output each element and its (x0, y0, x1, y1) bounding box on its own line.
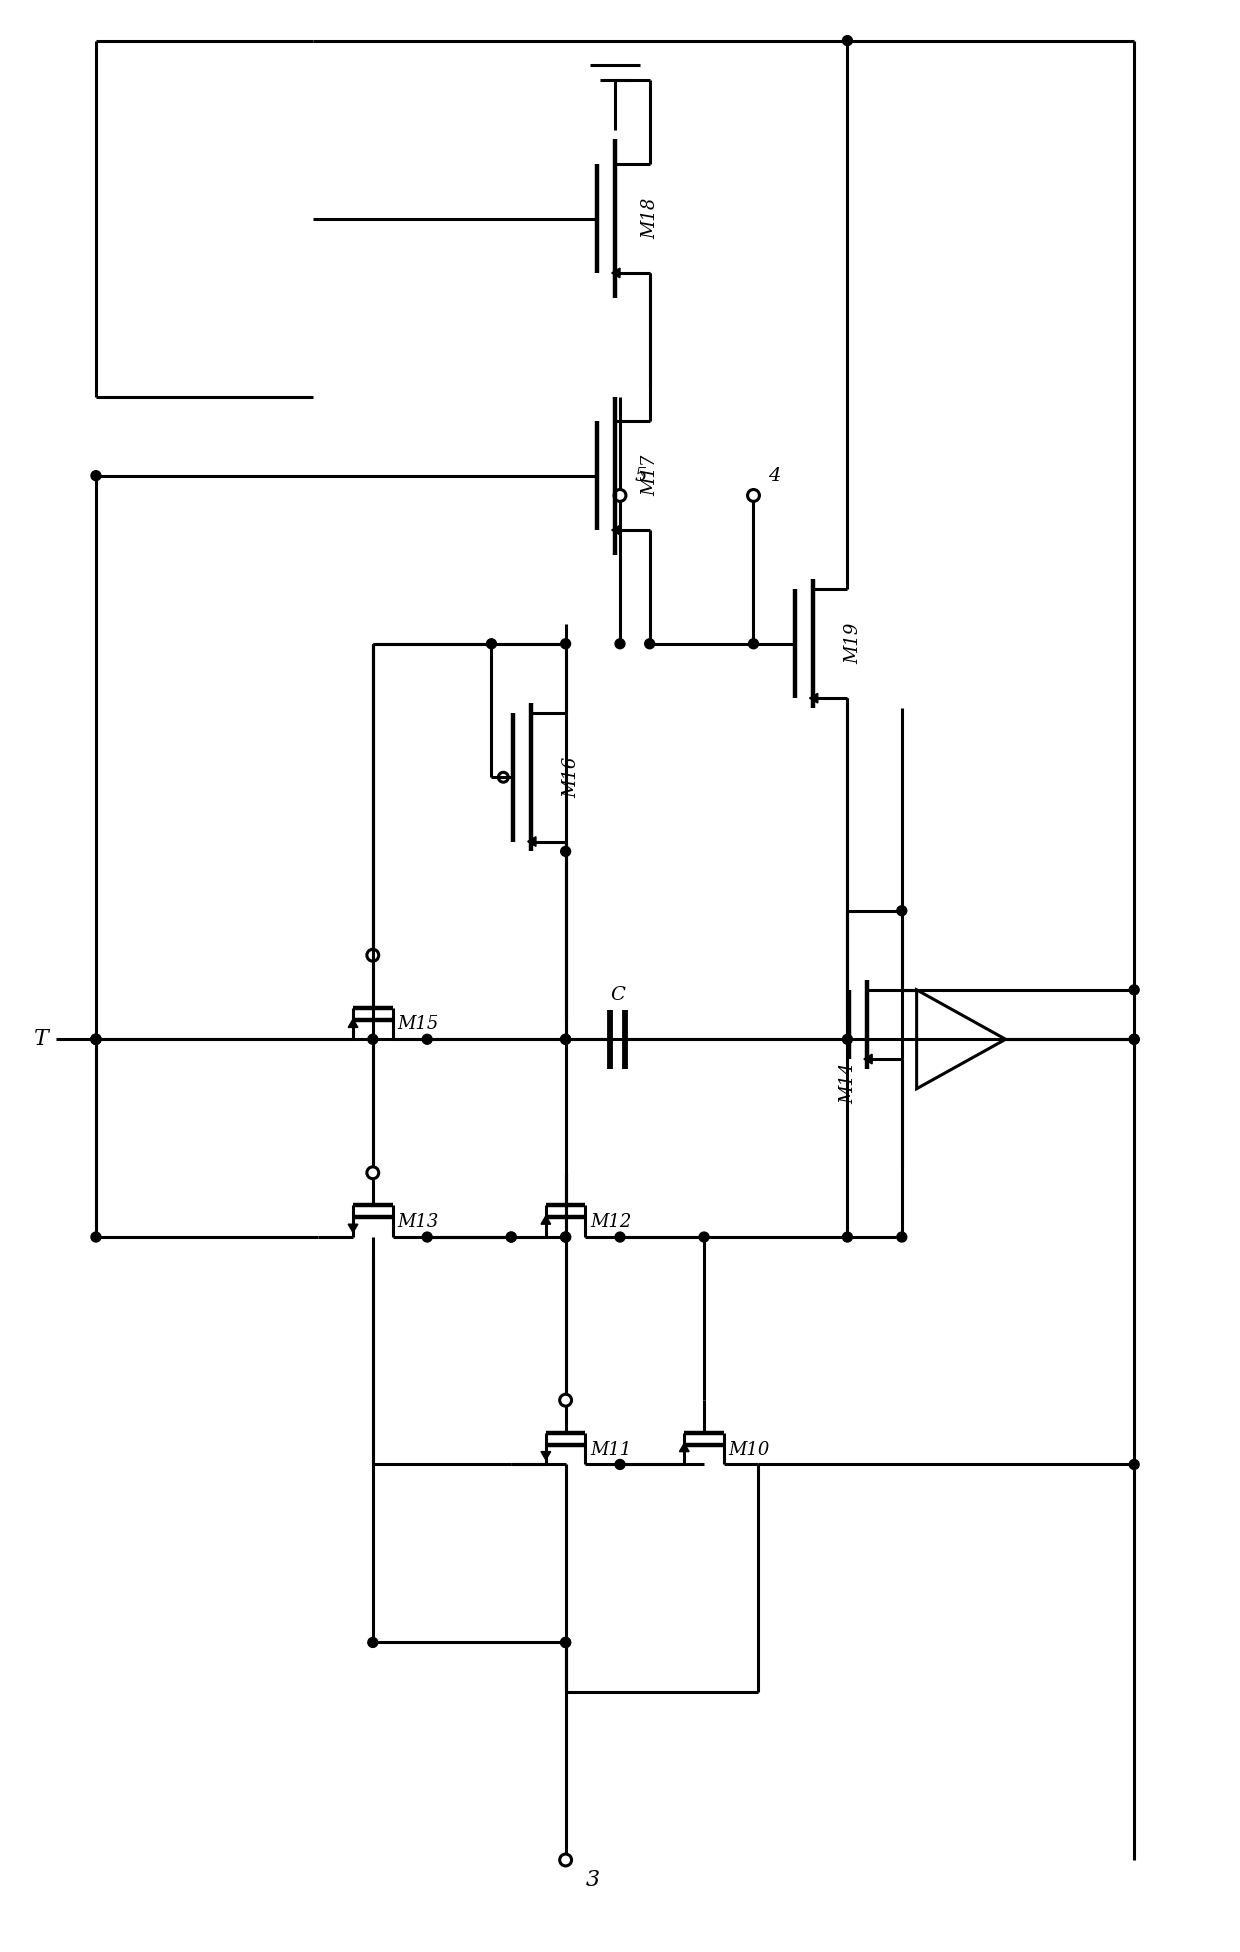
Text: T: T (35, 1029, 50, 1050)
Polygon shape (541, 1216, 551, 1224)
Circle shape (699, 1232, 709, 1241)
Text: M18: M18 (641, 197, 660, 240)
Circle shape (1130, 986, 1140, 996)
Circle shape (1130, 1035, 1140, 1044)
Circle shape (560, 1638, 570, 1647)
Circle shape (423, 1035, 432, 1044)
Circle shape (560, 1638, 570, 1647)
Polygon shape (680, 1443, 689, 1452)
Circle shape (842, 1232, 852, 1241)
Circle shape (1130, 1460, 1140, 1470)
Circle shape (842, 35, 852, 45)
Polygon shape (611, 267, 620, 277)
Text: M17: M17 (641, 455, 660, 496)
Circle shape (91, 1035, 100, 1044)
Circle shape (91, 1035, 100, 1044)
Text: 3: 3 (585, 1868, 599, 1891)
Circle shape (560, 1232, 570, 1241)
Circle shape (560, 847, 570, 857)
Text: M19: M19 (844, 623, 862, 664)
Text: 4: 4 (769, 467, 781, 484)
Polygon shape (541, 1452, 551, 1460)
Circle shape (560, 1035, 570, 1044)
Polygon shape (348, 1224, 358, 1232)
Polygon shape (348, 1019, 358, 1027)
Circle shape (506, 1232, 516, 1241)
Circle shape (91, 1232, 100, 1241)
Circle shape (615, 1460, 625, 1470)
Text: M16: M16 (563, 757, 580, 798)
Circle shape (560, 1232, 570, 1241)
Polygon shape (810, 693, 817, 703)
Polygon shape (864, 1054, 872, 1064)
Text: M15: M15 (398, 1015, 439, 1033)
Circle shape (560, 638, 570, 648)
Circle shape (91, 470, 100, 480)
Text: M12: M12 (590, 1214, 631, 1232)
Circle shape (749, 638, 759, 648)
Circle shape (91, 1035, 100, 1044)
Circle shape (842, 1035, 852, 1044)
Polygon shape (528, 837, 536, 847)
Text: M11: M11 (590, 1441, 631, 1458)
Circle shape (423, 1232, 432, 1241)
Circle shape (368, 1035, 378, 1044)
Circle shape (615, 1232, 625, 1241)
Circle shape (91, 1035, 100, 1044)
Text: M10: M10 (729, 1441, 770, 1458)
Circle shape (897, 906, 906, 915)
Circle shape (897, 1232, 906, 1241)
Text: M14: M14 (839, 1064, 857, 1105)
Text: 5: 5 (635, 467, 647, 484)
Text: M13: M13 (398, 1214, 439, 1232)
Text: C: C (610, 986, 625, 1003)
Circle shape (645, 638, 655, 648)
Circle shape (615, 638, 625, 648)
Circle shape (506, 1232, 516, 1241)
Circle shape (560, 1035, 570, 1044)
Circle shape (486, 638, 496, 648)
Circle shape (368, 1638, 378, 1647)
Circle shape (1130, 1035, 1140, 1044)
Polygon shape (611, 525, 620, 535)
